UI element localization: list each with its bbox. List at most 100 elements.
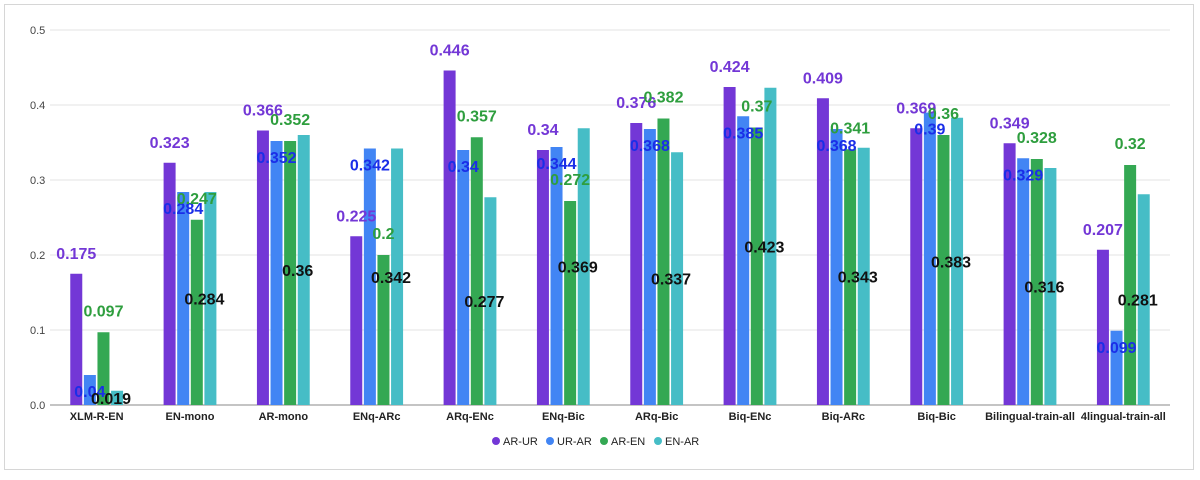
data-label-en-ar: 0.316 (1024, 280, 1064, 297)
bar-ur-ar (1017, 158, 1030, 405)
bar-ar-ur (536, 150, 549, 405)
data-label-ur-ar: 0.368 (817, 138, 857, 155)
bar-ar-en (1124, 165, 1137, 405)
data-label-ar-en: 0.097 (83, 303, 123, 320)
x-tick-label: ARq-Bic (635, 411, 678, 423)
bar-ar-en (657, 118, 670, 405)
bar-ur-ar (643, 129, 656, 405)
data-label-en-ar: 0.277 (464, 294, 504, 311)
data-label-ar-ur: 0.446 (430, 43, 470, 60)
data-label-ur-ar: 0.385 (723, 125, 763, 142)
bar-ur-ar (550, 147, 563, 405)
x-tick-label: ENq-Bic (542, 411, 585, 423)
data-label-ar-en: 0.382 (643, 90, 683, 107)
data-label-ar-en: 0.2 (372, 226, 394, 243)
data-label-en-ar: 0.343 (838, 269, 878, 286)
legend-label-en-ar: EN-AR (665, 436, 699, 448)
bar-en-ar (671, 152, 684, 405)
data-label-ur-ar: 0.04 (74, 384, 105, 401)
data-label-ar-en: 0.328 (1017, 130, 1057, 147)
data-label-ar-ur: 0.349 (990, 115, 1030, 132)
data-label-ar-ur: 0.225 (336, 208, 376, 225)
data-label-ar-ur: 0.34 (527, 122, 558, 139)
data-label-ur-ar: 0.344 (537, 156, 577, 173)
data-label-ar-ur: 0.323 (150, 135, 190, 152)
data-label-en-ar: 0.019 (91, 391, 131, 408)
bar-ur-ar (363, 148, 376, 405)
bar-ar-ur (1096, 249, 1109, 405)
x-tick-label: ARq-ENc (446, 411, 494, 423)
bar-ar-en (564, 201, 577, 405)
data-label-ar-en: 0.37 (741, 99, 772, 116)
data-label-en-ar: 0.342 (371, 270, 411, 287)
data-label-ar-ur: 0.207 (1083, 222, 1123, 239)
bar-en-ar (1137, 194, 1150, 405)
legend-label-ur-ar: UR-AR (557, 436, 592, 448)
bar-ur-ar (270, 141, 283, 405)
bar-en-ar (204, 192, 217, 405)
data-label-en-ar: 0.369 (558, 260, 598, 277)
bar-ar-ur (816, 98, 829, 405)
y-tick-label: 0.1 (30, 325, 45, 337)
data-label-ar-ur: 0.409 (803, 70, 843, 87)
bar-ur-ar (457, 150, 470, 405)
data-label-ar-en: 0.357 (457, 108, 497, 125)
bar-ur-ar (923, 112, 936, 405)
x-tick-label: 4lingual-train-all (1081, 411, 1166, 423)
bar-ar-en (1030, 159, 1043, 405)
y-tick-label: 0.3 (30, 175, 45, 187)
bar-ar-ur (163, 162, 176, 405)
data-label-ar-en: 0.352 (270, 112, 310, 129)
bar-ar-en (97, 332, 110, 405)
y-tick-label: 0.5 (30, 25, 45, 37)
bar-en-ar (484, 197, 497, 405)
x-tick-label: Biq-ARc (822, 411, 865, 423)
data-label-en-ar: 0.423 (744, 239, 784, 256)
bar-ar-ur (630, 123, 643, 405)
bar-ur-ar (737, 116, 750, 405)
x-tick-label: EN-mono (166, 411, 215, 423)
bar-en-ar (764, 87, 777, 405)
legend-swatch-en-ar (654, 437, 662, 445)
data-label-ur-ar: 0.342 (350, 158, 390, 175)
data-label-ar-ur: 0.424 (710, 59, 750, 76)
x-tick-label: Bilingual-train-all (985, 411, 1075, 423)
bar-en-ar (951, 117, 964, 405)
bar-en-ar (391, 148, 404, 405)
x-tick-label: XLM-R-EN (70, 411, 124, 423)
bar-ar-en (937, 135, 950, 405)
bar-ar-ur (1003, 143, 1016, 405)
legend-swatch-ur-ar (546, 437, 554, 445)
data-label-ar-ur: 0.376 (616, 95, 656, 112)
data-label-en-ar: 0.284 (184, 292, 224, 309)
data-label-ar-ur: 0.175 (56, 246, 96, 263)
bar-ur-ar (830, 129, 843, 405)
x-tick-label: Biq-ENc (729, 411, 772, 423)
y-tick-label: 0.2 (30, 250, 45, 262)
bar-ar-en (470, 137, 483, 405)
bar-ar-ur (723, 87, 736, 405)
bar-en-ar (857, 147, 870, 405)
legend-swatch-ar-ur (492, 437, 500, 445)
y-tick-label: 0.4 (30, 100, 45, 112)
data-label-ur-ar: 0.368 (630, 138, 670, 155)
legend-label-ar-en: AR-EN (611, 436, 645, 448)
legend-swatch-ar-en (600, 437, 608, 445)
y-tick-label: 0.0 (30, 400, 45, 412)
data-label-ar-en: 0.36 (928, 106, 959, 123)
bar-ar-en (190, 219, 203, 405)
data-label-ar-en: 0.272 (550, 172, 590, 189)
data-label-en-ar: 0.281 (1118, 293, 1158, 310)
x-tick-label: Biq-Bic (917, 411, 956, 423)
bar-ar-en (750, 127, 763, 405)
bar-en-ar (1044, 168, 1057, 405)
data-label-en-ar: 0.36 (282, 263, 313, 280)
x-tick-label: ENq-ARc (353, 411, 401, 423)
bar-ur-ar (1110, 330, 1123, 405)
bar-ar-en (844, 149, 857, 405)
data-label-ur-ar: 0.284 (163, 201, 203, 218)
data-label-ur-ar: 0.34 (448, 159, 479, 176)
bar-en-ar (111, 390, 124, 405)
bar-ar-ur (256, 130, 269, 405)
